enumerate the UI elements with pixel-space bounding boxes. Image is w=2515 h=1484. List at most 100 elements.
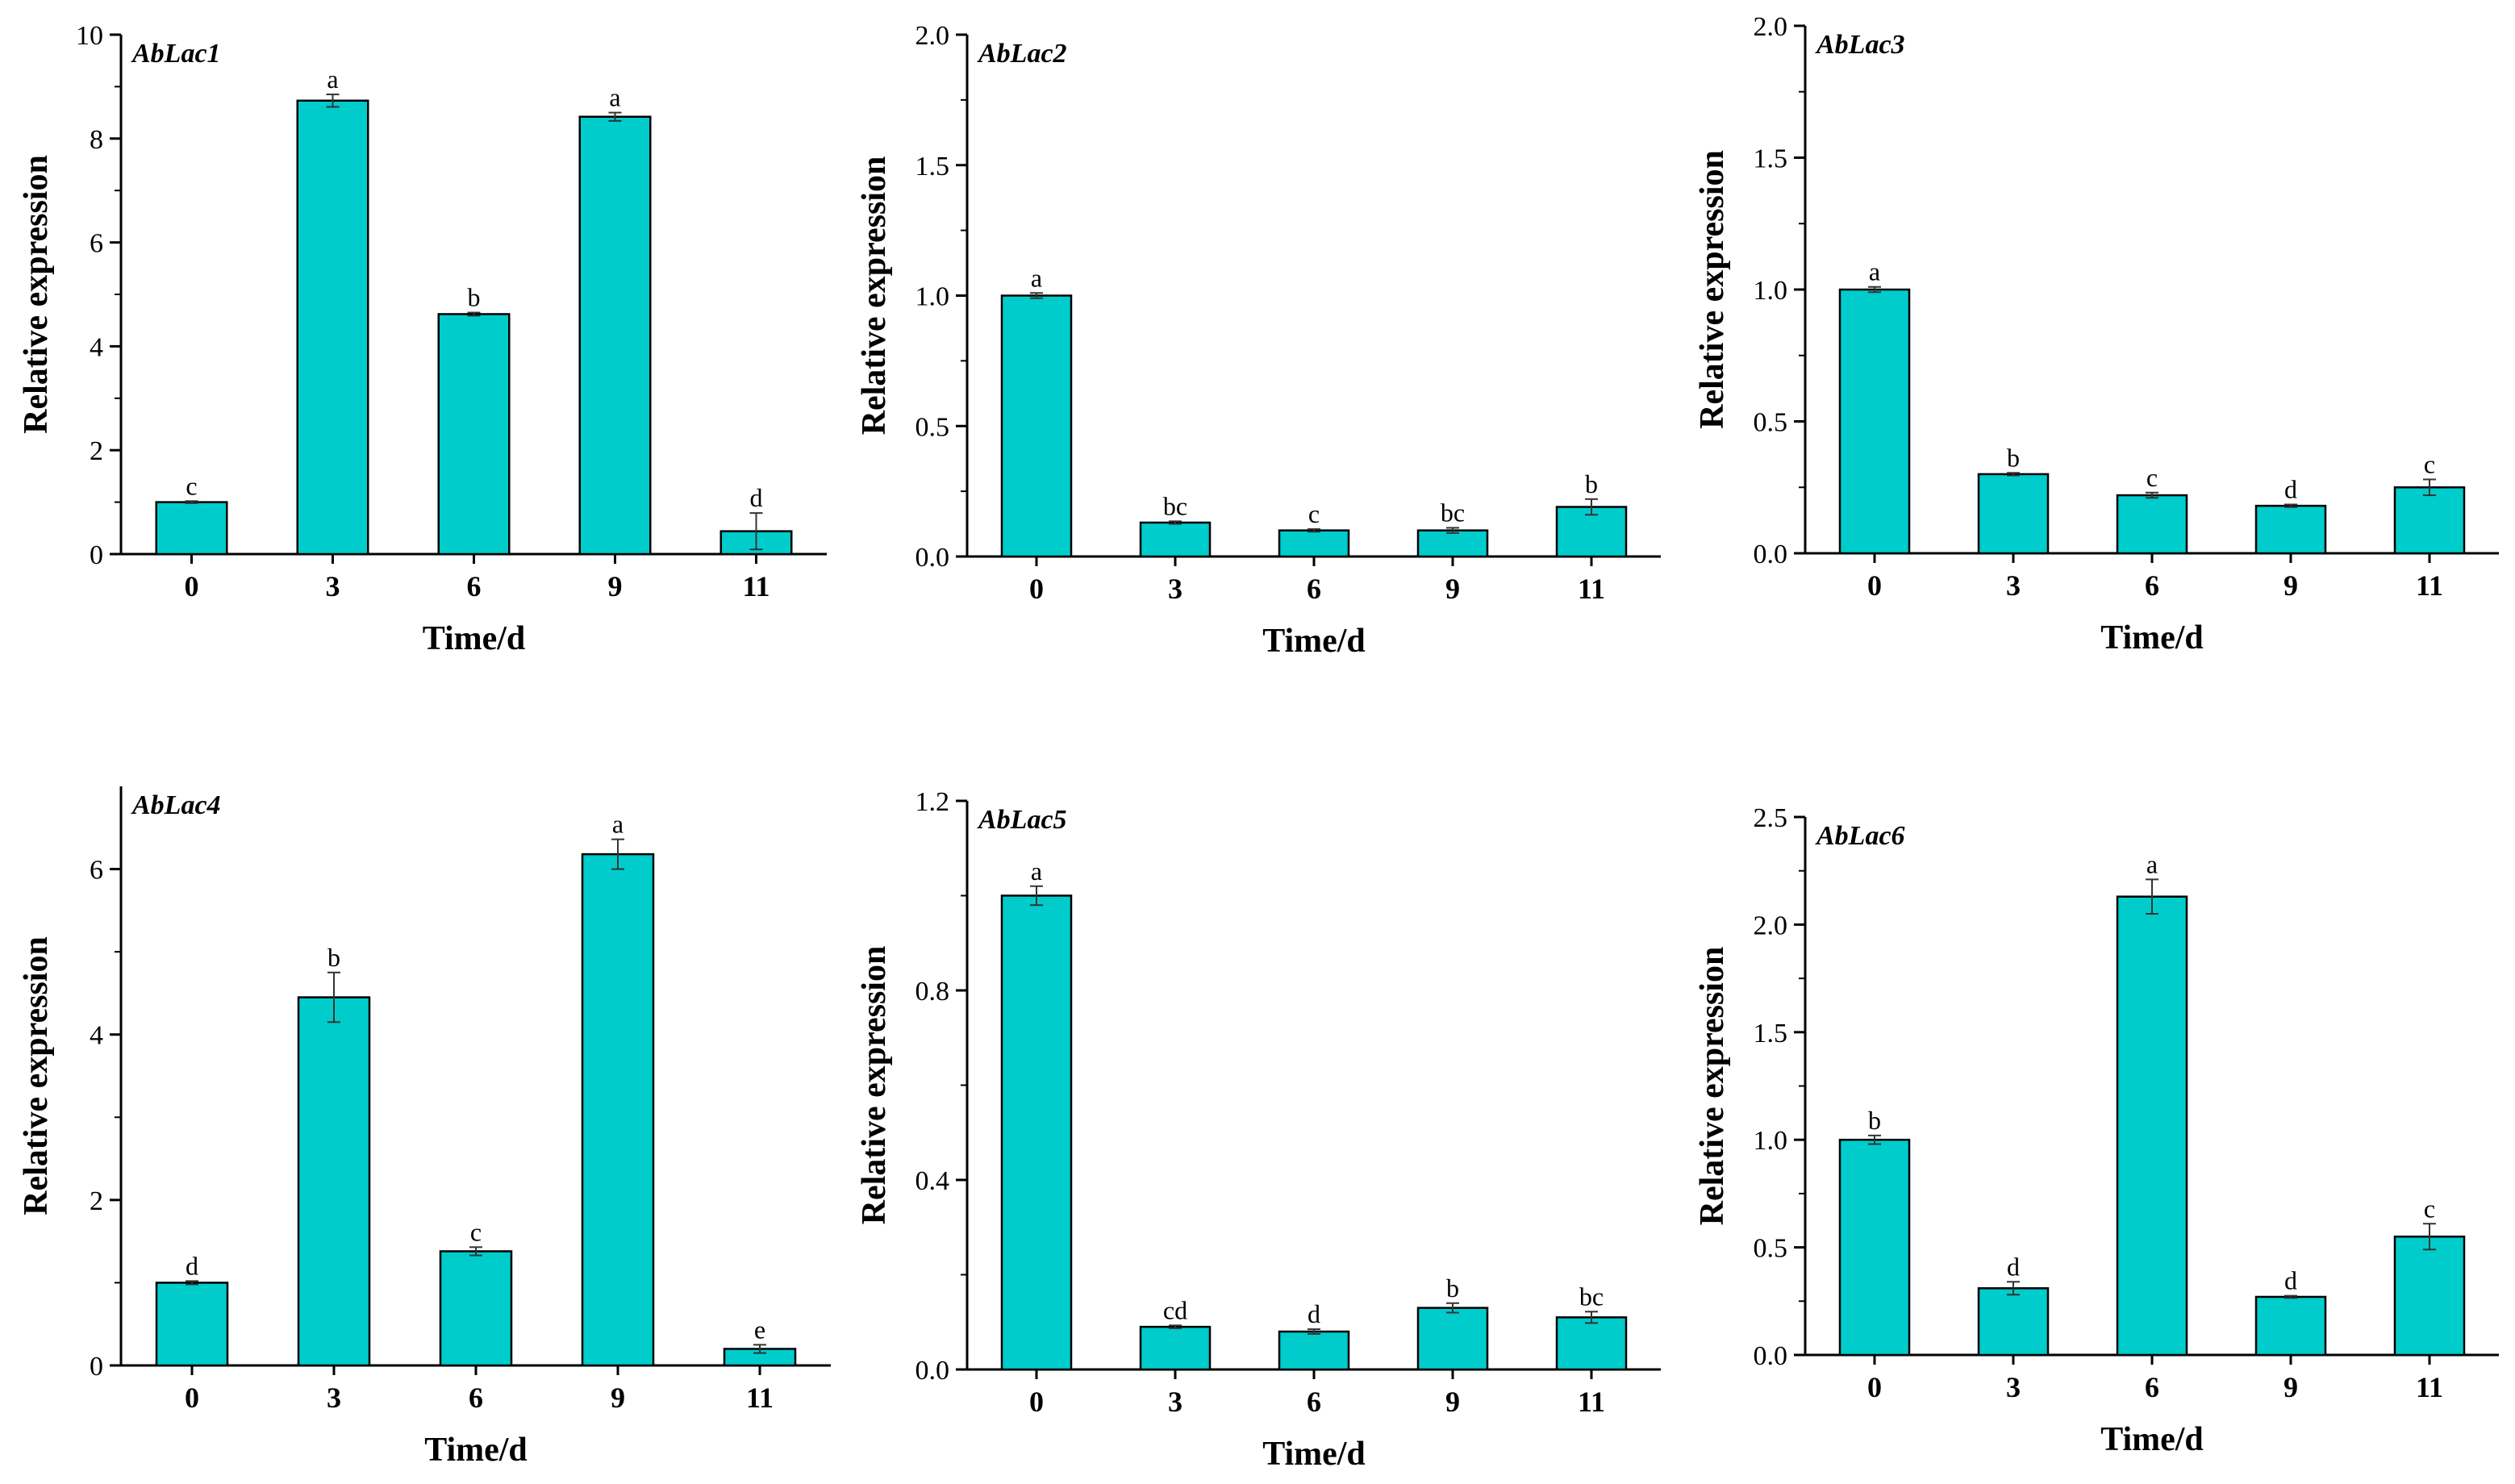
y-tick-label: 0.0	[1754, 540, 1788, 569]
bar-0	[1000, 294, 1073, 558]
y-tick-label: 0.4	[915, 1166, 950, 1196]
chart-title: AbLac4	[131, 790, 221, 820]
y-tick-label: 1.2	[915, 787, 950, 817]
bar-6	[437, 313, 511, 556]
x-tick-label: 3	[2006, 569, 2021, 602]
x-axis-label: Time/d	[1262, 623, 1366, 660]
x-tick-label: 0	[1867, 1371, 1882, 1403]
x-axis-label: Time/d	[423, 620, 526, 657]
chart-panel-6: 0.0 0.5 1.0 1.5 2.0 2.5 b 0 d 3 a 6 d 9 c 11 AbLac6 Time/…	[1676, 750, 2515, 1484]
significance-letter: b	[1585, 469, 1598, 498]
significance-letter: d	[750, 483, 763, 512]
chart-title: AbLac6	[1815, 821, 1905, 851]
x-tick-label: 11	[1578, 573, 1605, 605]
significance-letter: c	[1308, 499, 1320, 528]
bar-0	[1000, 894, 1073, 1371]
significance-letter: bc	[1163, 491, 1187, 520]
chart-svg-2: 0.0 0.5 1.0 1.5 2.0 a 0 bc 3 c 6 bc 9 b 11 AbLac2 Time/d…	[856, 21, 1661, 660]
significance-letter: a	[609, 83, 620, 112]
chart-panel-4: 0 2 4 6 d 0 b 3 c 6 a 9 e 11 AbLac4 Time/d Relative expr…	[0, 750, 839, 1484]
bar-0	[155, 501, 228, 556]
bar-11	[2393, 1236, 2466, 1357]
y-tick-label: 1.0	[1754, 1126, 1788, 1156]
x-tick-label: 11	[1578, 1386, 1605, 1418]
bar-6	[1278, 529, 1350, 558]
y-axis-label: Relative expression	[18, 936, 55, 1215]
y-tick-label: 0.5	[1754, 1234, 1788, 1264]
x-tick-label: 11	[742, 570, 770, 602]
bar-6	[1278, 1330, 1350, 1371]
y-tick-label: 2.5	[1754, 803, 1788, 833]
x-tick-label: 0	[1029, 573, 1044, 605]
y-tick-label: 2.0	[915, 21, 950, 51]
y-tick-label: 0.5	[915, 412, 950, 442]
x-tick-label: 0	[1867, 569, 1882, 602]
chart-title: AbLac3	[1815, 30, 1905, 60]
bar-3	[1977, 1287, 2050, 1357]
chart-title: AbLac1	[131, 39, 221, 69]
x-tick-label: 6	[467, 570, 482, 602]
y-tick-label: 1.0	[1754, 276, 1788, 306]
y-tick-label: 2.0	[1754, 12, 1788, 42]
bar-11	[1555, 1316, 1628, 1371]
y-axis-label: Relative expression	[18, 155, 55, 434]
significance-letter: b	[327, 943, 340, 972]
y-tick-label: 0.5	[1754, 408, 1788, 438]
y-tick-label: 0	[90, 1352, 103, 1382]
bar-6	[2116, 895, 2188, 1357]
chart-svg-6: 0.0 0.5 1.0 1.5 2.0 2.5 b 0 d 3 a 6 d 9 c 11 AbLac6 Time/…	[1694, 803, 2499, 1458]
y-tick-label: 1.5	[1754, 1019, 1788, 1048]
x-tick-label: 11	[2416, 569, 2443, 602]
bar-9	[581, 852, 655, 1367]
y-tick-label: 6	[90, 856, 103, 886]
x-axis-label: Time/d	[2100, 619, 2204, 657]
x-tick-label: 3	[326, 570, 340, 602]
x-tick-label: 9	[2284, 1371, 2298, 1403]
x-tick-label: 6	[1307, 1386, 1321, 1418]
significance-letter: b	[468, 283, 481, 312]
chart-svg-5: 0.0 0.4 0.8 1.2 a 0 cd 3 d 6 b 9 bc 11 AbLac5 Time/d Rel…	[856, 787, 1661, 1473]
significance-letter: a	[2146, 849, 2158, 878]
x-axis-label: Time/d	[1262, 1436, 1366, 1473]
significance-letter: d	[2007, 1252, 2020, 1281]
chart-panel-2: 0.0 0.5 1.0 1.5 2.0 a 0 bc 3 c 6 bc 9 b 11 AbLac2 Time/d…	[838, 0, 1677, 710]
significance-letter: c	[2424, 449, 2435, 478]
significance-letter: b	[1446, 1273, 1459, 1303]
chart-svg-3: 0.0 0.5 1.0 1.5 2.0 a 0 b 3 c 6 d 9 c 11 AbLac3 Time/d Re…	[1694, 12, 2499, 657]
y-axis-label: Relative expression	[1694, 947, 1731, 1226]
chart-title: AbLac2	[977, 39, 1067, 69]
significance-letter: c	[2424, 1194, 2435, 1223]
bar-3	[1977, 473, 2050, 555]
x-tick-label: 6	[1307, 573, 1321, 605]
bar-6	[2116, 494, 2188, 555]
x-tick-label: 9	[1445, 573, 1460, 605]
y-tick-label: 2	[90, 436, 103, 466]
chart-panel-3: 0.0 0.5 1.0 1.5 2.0 a 0 b 3 c 6 d 9 c 11 AbLac3 Time/d Re…	[1676, 0, 2515, 710]
x-tick-label: 0	[185, 1382, 199, 1414]
bar-11	[2393, 486, 2466, 555]
y-tick-label: 2.0	[1754, 911, 1788, 940]
chart-svg-4: 0 2 4 6 d 0 b 3 c 6 a 9 e 11 AbLac4 Time/d Relative expr…	[18, 786, 831, 1469]
x-tick-label: 9	[608, 570, 623, 602]
significance-letter: a	[1869, 257, 1880, 286]
significance-letter: bc	[1579, 1282, 1604, 1311]
significance-letter: d	[2284, 475, 2297, 504]
y-tick-label: 4	[90, 1021, 103, 1051]
chart-panel-5: 0.0 0.4 0.8 1.2 a 0 cd 3 d 6 b 9 bc 11 AbLac5 Time/d Rel…	[838, 750, 1677, 1484]
x-tick-label: 11	[2416, 1371, 2443, 1403]
bar-0	[1838, 1138, 1911, 1357]
x-tick-label: 9	[611, 1382, 625, 1414]
bar-3	[297, 996, 371, 1367]
significance-letter: c	[470, 1217, 482, 1246]
y-tick-label: 0.0	[1754, 1341, 1788, 1371]
bar-9	[2254, 504, 2327, 555]
y-tick-label: 1.5	[915, 152, 950, 181]
x-tick-label: 6	[2145, 569, 2159, 602]
significance-letter: b	[2007, 443, 2020, 472]
significance-letter: d	[1308, 1299, 1320, 1328]
chart-title: AbLac5	[977, 805, 1067, 835]
bar-3	[296, 99, 369, 556]
chart-panel-1: 0 2 4 6 8 10 c 0 a 3 b 6 a 9 d 11 AbLac1 Time/d Relative e…	[0, 0, 839, 710]
chart-svg-1: 0 2 4 6 8 10 c 0 a 3 b 6 a 9 d 11 AbLac1 Time/d Relative e…	[18, 21, 827, 657]
y-tick-label: 6	[90, 229, 103, 259]
